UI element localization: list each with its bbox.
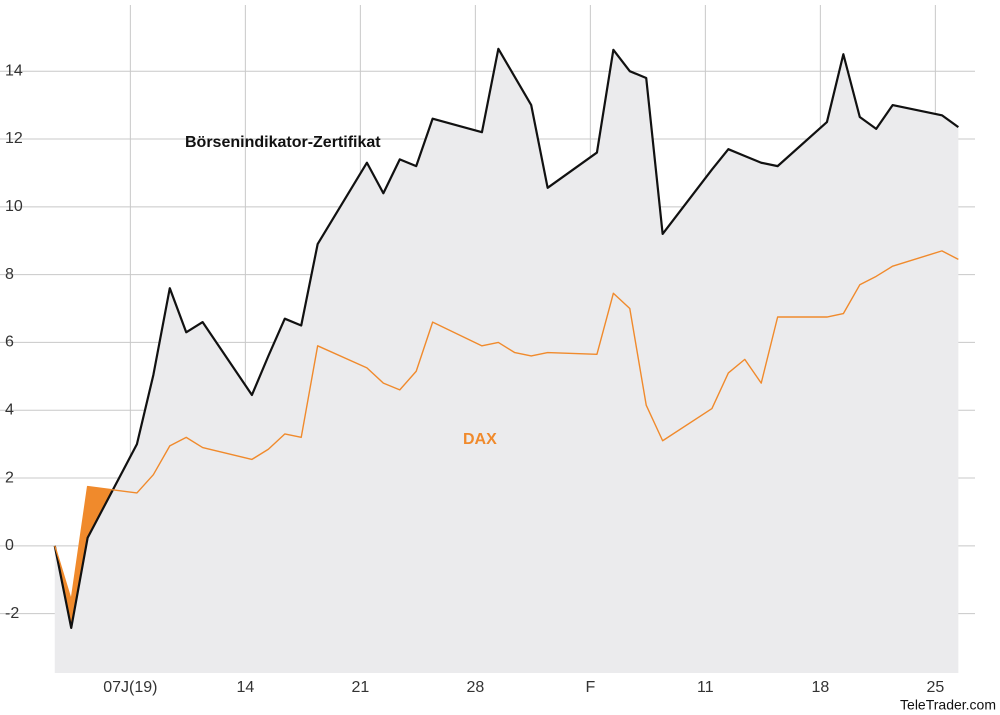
- y-tick-label: 8: [5, 266, 14, 283]
- series-label: Börsenindikator-Zertifikat: [185, 134, 381, 151]
- line: [53, 47, 960, 630]
- y-tick-label: 2: [5, 469, 14, 486]
- y-tick-label: -2: [5, 605, 19, 622]
- plot: [53, 47, 960, 674]
- x-tick-label: 25: [926, 679, 944, 696]
- y-tick-label: 10: [5, 198, 23, 215]
- y-tick-label: 6: [5, 334, 14, 351]
- source: TeleTrader.com: [900, 697, 996, 713]
- area: [54, 48, 959, 674]
- x-tick-label: 11: [697, 679, 714, 696]
- y-tick-label: 12: [5, 130, 23, 147]
- line: [54, 250, 959, 601]
- x-tick-label: 07J(19): [103, 679, 157, 696]
- y-tick-label: 4: [5, 401, 14, 418]
- x-tick-label: 21: [351, 679, 369, 696]
- y-tick-label: 14: [5, 62, 23, 79]
- x-tick-label: 14: [236, 679, 254, 696]
- series-label: DAX: [463, 431, 497, 448]
- x-tick-label: 28: [466, 679, 484, 696]
- x-tick-label: F: [585, 679, 595, 696]
- x-tick-label: 18: [811, 679, 829, 696]
- y-tick-label: 0: [5, 537, 14, 554]
